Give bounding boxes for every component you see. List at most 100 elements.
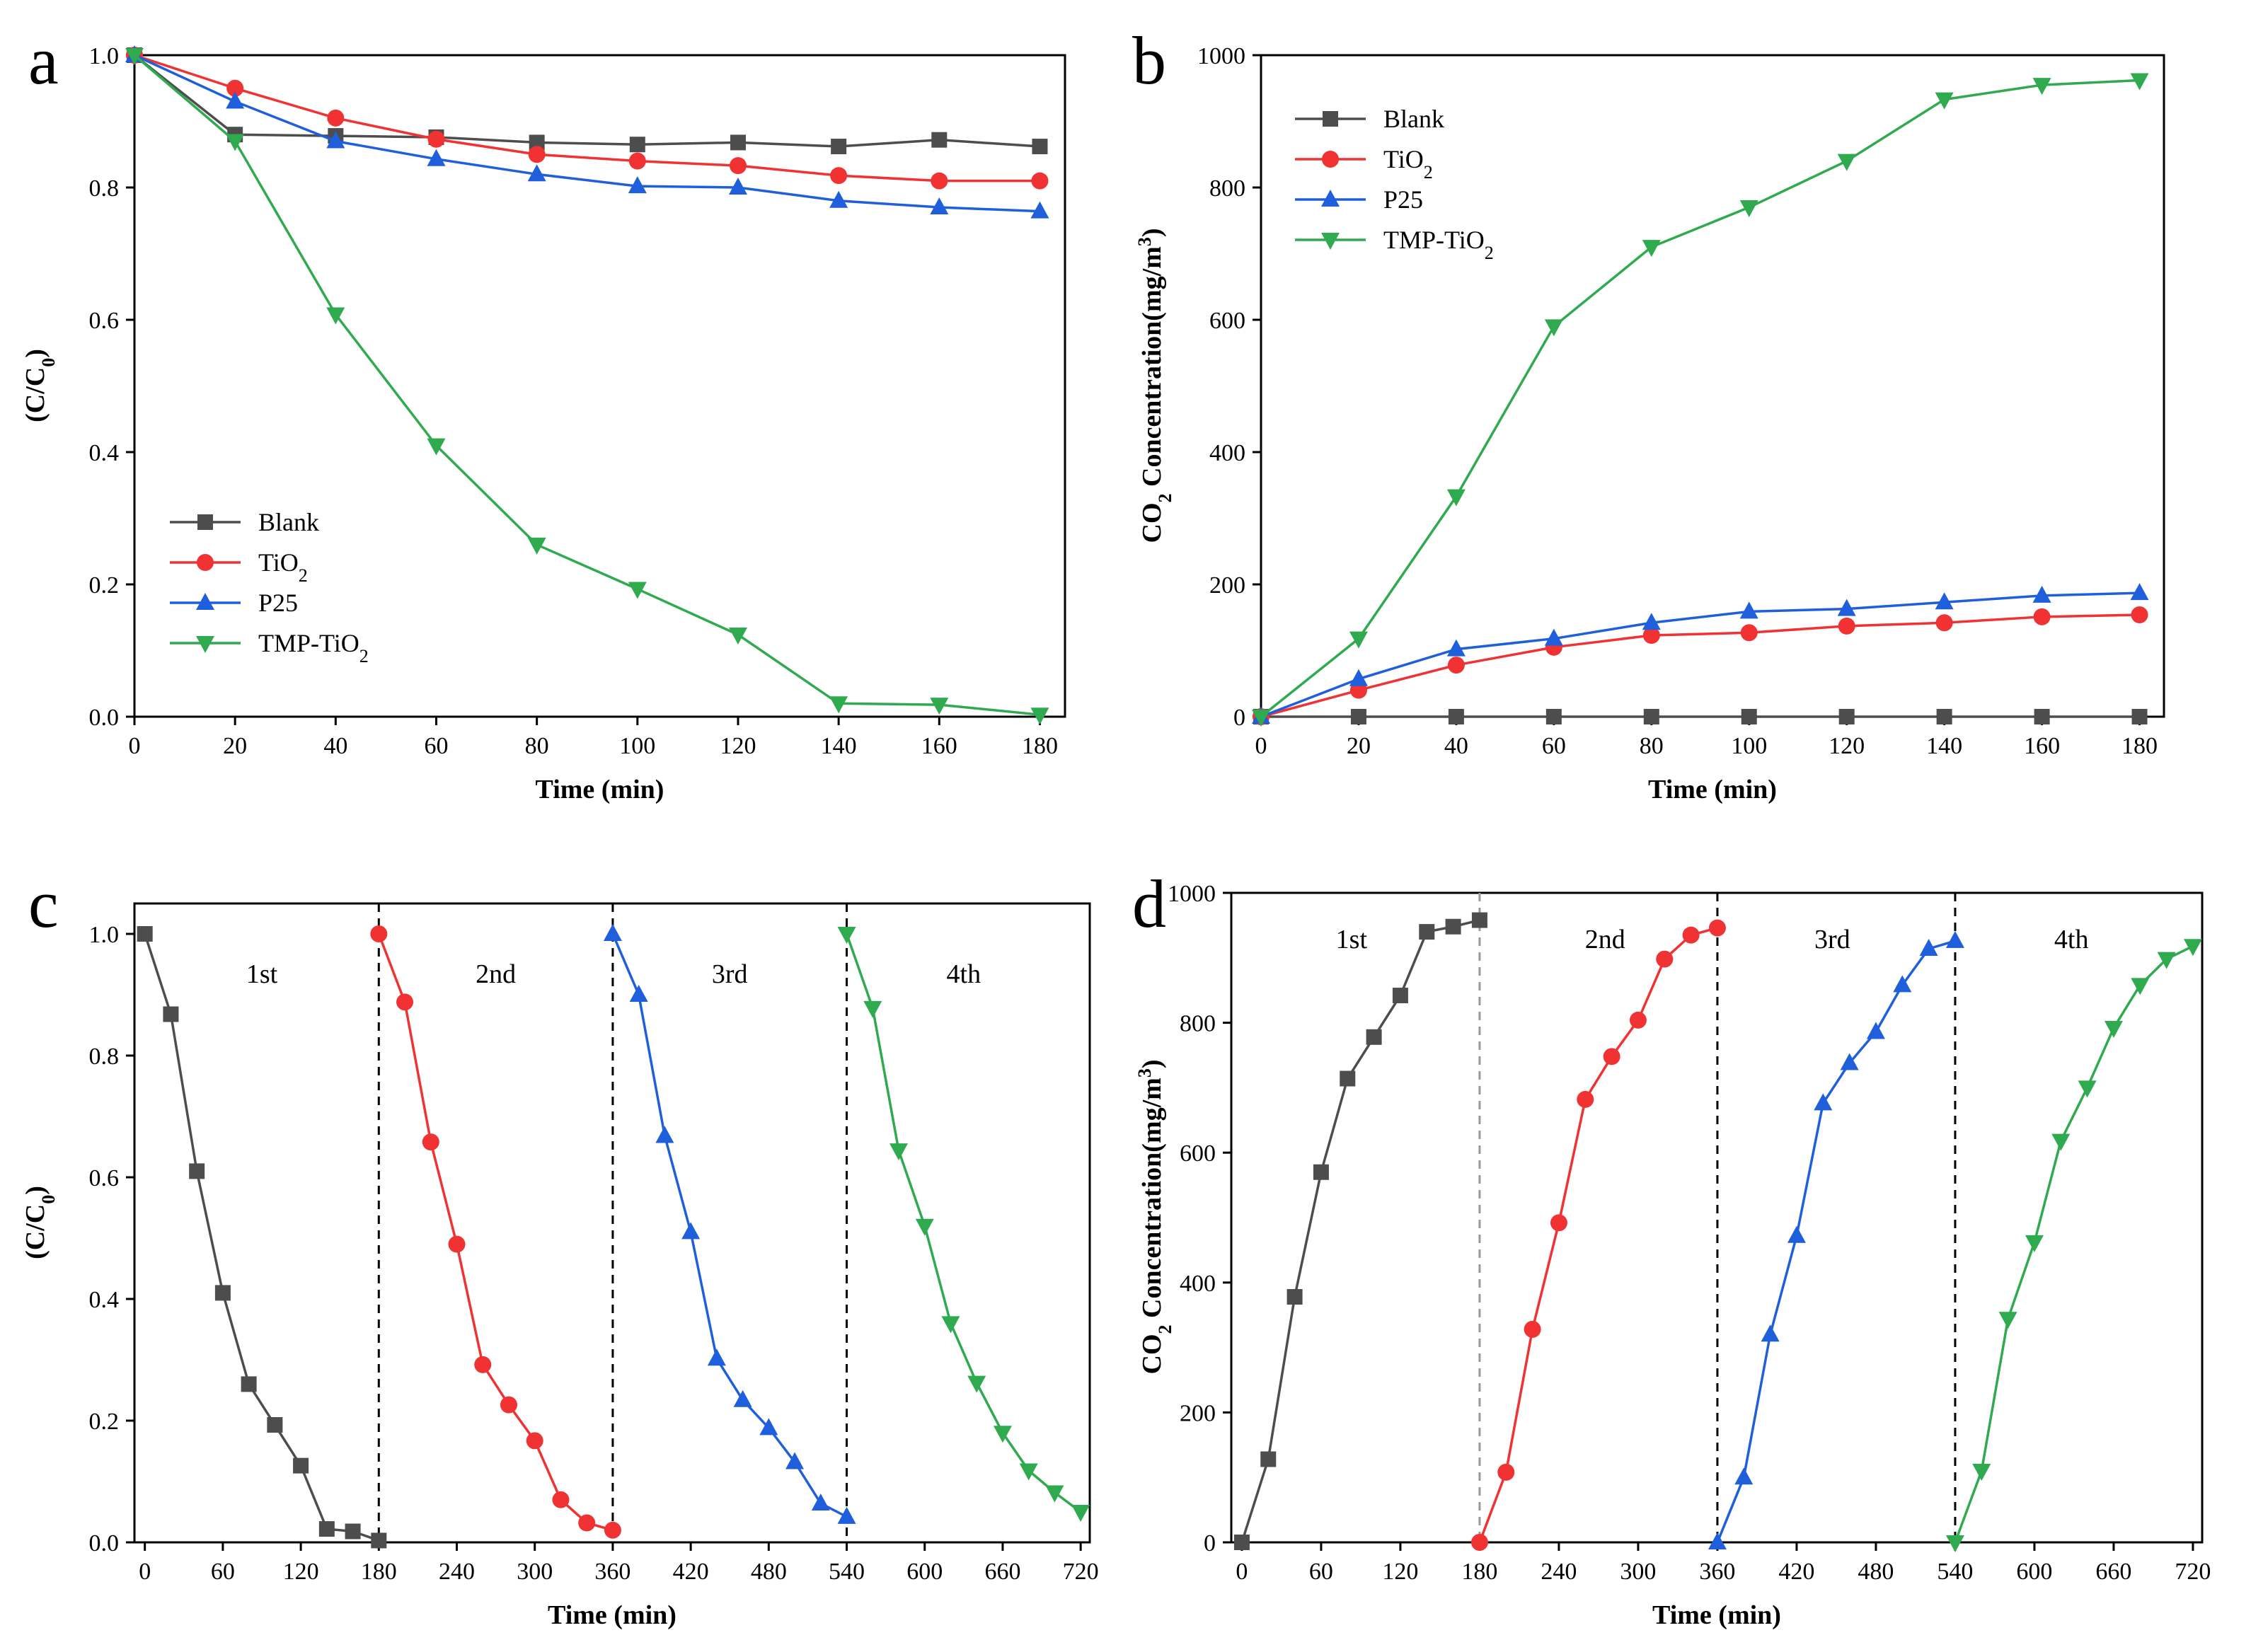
series-line <box>1478 926 1718 1543</box>
data-point <box>730 134 746 151</box>
data-point <box>655 1126 674 1143</box>
series-2nd <box>1470 919 1726 1551</box>
data-point <box>1972 1464 1991 1481</box>
data-point <box>2104 1020 2123 1038</box>
data-point <box>628 152 646 170</box>
series-tmp-tio2 <box>1252 73 2149 727</box>
cycle-label: 1st <box>246 959 278 989</box>
x-tick-label: 300 <box>1620 1559 1656 1585</box>
y-tick-label: 1000 <box>1197 43 1245 69</box>
series-line <box>134 54 1040 183</box>
data-point <box>1445 918 1461 935</box>
data-point <box>500 1396 517 1414</box>
x-tick-label: 360 <box>1699 1559 1735 1585</box>
y-tick-label: 800 <box>1209 175 1245 202</box>
data-point <box>226 134 245 151</box>
data-point <box>1935 92 1954 110</box>
data-point <box>529 134 545 151</box>
legend-marker <box>1321 233 1340 250</box>
data-point <box>1739 200 1758 218</box>
panel-a-chart: a0 20 40 60 80 100 120 140 160 1800.00.20.40.60.8… <box>21 23 1066 804</box>
data-point <box>915 1218 934 1236</box>
y-axis-title-superscript: 3 <box>1134 237 1155 246</box>
y-tick-label: 0 <box>1204 1530 1216 1556</box>
data-point <box>1656 950 1674 968</box>
series-line <box>1240 918 1480 1543</box>
series-3rd <box>1708 930 1964 1549</box>
data-point <box>370 925 388 942</box>
series-line <box>144 933 379 1542</box>
series-line <box>377 933 614 1532</box>
y-tick-label: 0.4 <box>89 1287 120 1313</box>
data-point <box>345 1523 361 1540</box>
x-axis-title: Time (min) <box>1652 1600 1781 1630</box>
series-line <box>134 54 1040 213</box>
data-point <box>189 1163 205 1179</box>
legend-label-main: TMP-TiO <box>258 629 359 657</box>
cycle-label: 4th <box>947 959 981 989</box>
y-tick-label: 600 <box>1209 308 1245 334</box>
y-tick-label: 400 <box>1209 440 1245 466</box>
data-point <box>1252 710 1270 727</box>
data-point <box>759 1418 778 1436</box>
y-axis-title-subscript: 0 <box>38 358 59 367</box>
y-tick-label: 1.0 <box>89 43 120 69</box>
y-axis-title-superscript: 3 <box>1134 1068 1155 1078</box>
data-point <box>2051 1133 2071 1151</box>
data-point <box>1642 626 1660 644</box>
x-tick-label: 480 <box>751 1559 787 1585</box>
panel-d-chart: d 0 60 120 180 240 300 360 420 480 540 600 660 720 0 20… <box>1132 866 2211 1630</box>
panel-c-chart: c 0 60 120 180 240 300 360 420 480 540 600 660 720 0.0… <box>21 866 1099 1630</box>
x-axis-title: Time (min) <box>548 1600 677 1630</box>
series-tio2 <box>126 47 1049 190</box>
data-point <box>1642 613 1661 630</box>
x-tick-label: 420 <box>673 1559 709 1585</box>
legend-label-main: P25 <box>1383 185 1423 214</box>
data-point <box>1708 1532 1727 1549</box>
y-axis-title-middle: Concentration(mg/m <box>1137 246 1167 493</box>
panel-letter: d <box>1132 866 1166 942</box>
data-point <box>1682 926 1700 944</box>
data-point <box>604 1521 621 1539</box>
data-point <box>1945 930 1964 948</box>
data-point <box>163 1006 179 1022</box>
data-point <box>681 1222 701 1240</box>
y-tick-label: 0.0 <box>89 1530 120 1556</box>
x-tick-label: 100 <box>619 733 655 759</box>
x-tick-label: 120 <box>1382 1559 1418 1585</box>
data-point <box>427 149 446 166</box>
x-axis-title: Time (min) <box>1648 775 1777 804</box>
data-point <box>526 1432 543 1450</box>
y-axis-title-tail: ) <box>21 349 50 358</box>
data-point <box>1866 1022 1885 1039</box>
data-point <box>1838 617 1855 635</box>
y-tick-label: 200 <box>1209 572 1245 599</box>
data-point <box>1544 319 1563 337</box>
data-point <box>1550 1214 1567 1232</box>
data-point <box>2157 952 2176 969</box>
x-tick-label: 540 <box>1937 1559 1973 1585</box>
data-point <box>371 1532 387 1549</box>
panel-letter: a <box>28 23 59 98</box>
y-tick-label: 800 <box>1180 1011 1216 1037</box>
data-point <box>396 993 414 1011</box>
x-tick-label: 240 <box>1541 1559 1577 1585</box>
series-line <box>1716 940 1956 1543</box>
data-point <box>728 628 747 645</box>
series-line <box>133 54 1040 148</box>
cycle-label: 2nd <box>1585 925 1625 954</box>
data-point <box>326 131 345 149</box>
series-4th <box>1945 939 2202 1552</box>
data-point <box>1366 1029 1382 1045</box>
data-point <box>890 1143 908 1161</box>
data-point <box>628 176 647 194</box>
data-point <box>829 696 848 714</box>
x-tick-label: 40 <box>1444 733 1468 759</box>
legend-label-main: P25 <box>258 589 298 617</box>
x-tick-label: 120 <box>720 733 756 759</box>
y-tick-label: 0.4 <box>89 440 120 466</box>
data-point <box>629 137 645 153</box>
data-point <box>1030 707 1049 725</box>
data-point <box>327 109 345 127</box>
